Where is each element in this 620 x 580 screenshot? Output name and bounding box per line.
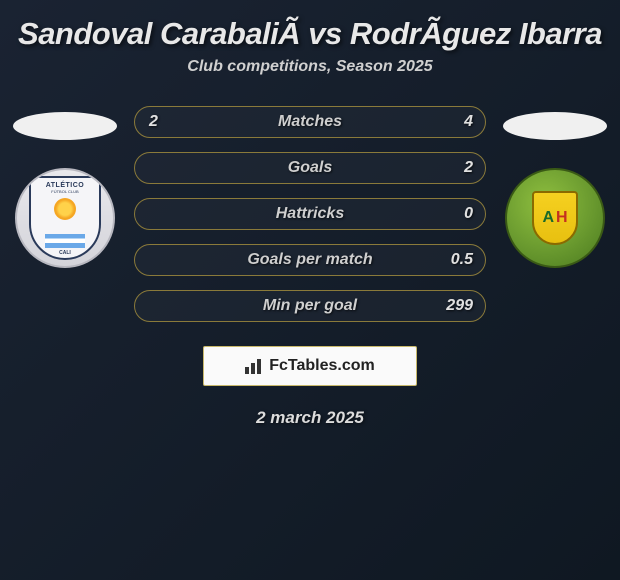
club-badge-left: ATLÉTICO FÚTBOL CLUB CALI	[15, 168, 115, 268]
stat-row-mpg: Min per goal 299	[134, 290, 486, 322]
stat-right-value: 0	[464, 205, 473, 223]
shield-icon: ATLÉTICO FÚTBOL CLUB CALI	[29, 176, 101, 260]
stat-label: Hattricks	[276, 205, 344, 223]
stat-label: Goals per match	[247, 251, 372, 269]
stat-label: Matches	[278, 113, 342, 131]
watermark-text: FcTables.com	[269, 357, 375, 375]
stat-row-goals: Goals 2	[134, 152, 486, 184]
page-subtitle: Club competitions, Season 2025	[0, 58, 620, 76]
badge-text-sub: FÚTBOL CLUB	[51, 189, 78, 194]
shield-icon: A H	[532, 191, 578, 245]
bar-chart-icon	[245, 358, 263, 374]
stat-label: Goals	[288, 159, 332, 177]
player-photo-left	[13, 112, 117, 140]
page-title: Sandoval CarabaliÃ vs RodrÃ­guez Ibarra	[0, 8, 620, 58]
watermark: FcTables.com	[203, 346, 417, 386]
sun-icon	[54, 198, 76, 220]
badge-text-top: ATLÉTICO	[46, 182, 84, 189]
stat-row-matches: 2 Matches 4	[134, 106, 486, 138]
stat-label: Min per goal	[263, 297, 357, 315]
stat-row-gpm: Goals per match 0.5	[134, 244, 486, 276]
club-badge-right: A H	[505, 168, 605, 268]
stat-left-value: 2	[149, 113, 158, 131]
badge-city: CALI	[59, 250, 71, 256]
stat-row-hattricks: Hattricks 0	[134, 198, 486, 230]
stat-right-value: 299	[446, 297, 473, 315]
player-photo-right	[503, 112, 607, 140]
right-column: A H	[500, 106, 610, 268]
flag-icon	[45, 234, 85, 248]
stat-right-value: 4	[464, 113, 473, 131]
badge-letter-h: H	[556, 209, 568, 227]
footer-date: 2 march 2025	[0, 408, 620, 428]
stat-right-value: 2	[464, 159, 473, 177]
comparison-card: Sandoval CarabaliÃ vs RodrÃ­guez Ibarra …	[0, 0, 620, 436]
badge-letter-a: A	[542, 209, 554, 227]
left-column: ATLÉTICO FÚTBOL CLUB CALI	[10, 106, 120, 268]
stats-area: ATLÉTICO FÚTBOL CLUB CALI 2 Matches 4 Go…	[0, 106, 620, 322]
stat-right-value: 0.5	[451, 251, 473, 269]
stat-bars: 2 Matches 4 Goals 2 Hattricks 0 Goals pe…	[134, 106, 486, 322]
